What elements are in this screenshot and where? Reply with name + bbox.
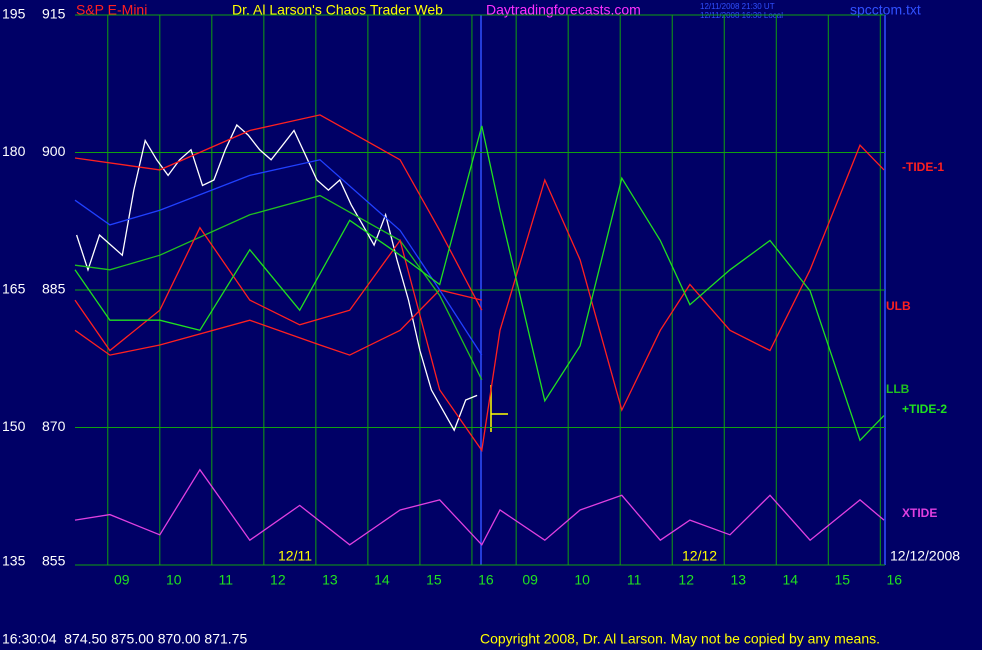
- y-tick-label: 855: [42, 553, 66, 569]
- y-tick-label: 870: [42, 418, 66, 434]
- x-tick-label: 12: [270, 572, 286, 588]
- x-tick-label: 10: [166, 572, 182, 588]
- series-line: [74, 468, 885, 546]
- subtitle: S&P E-Mini: [76, 2, 147, 18]
- x-tick-label: 13: [322, 572, 338, 588]
- y-tick-label: 900: [42, 143, 66, 159]
- site: Daytradingforecasts.com: [486, 2, 641, 18]
- x-tick-label: 11: [219, 572, 234, 588]
- series-line: [74, 144, 885, 453]
- y2-tick-label: 165: [2, 281, 26, 297]
- series-label: ULB: [886, 299, 911, 313]
- series-line: [74, 114, 483, 311]
- x-tick-label: 14: [782, 572, 798, 588]
- date-label: 12/12/2008: [890, 548, 960, 564]
- x-tick-label: 11: [627, 572, 642, 588]
- timestamp: 12/11/2008 21:30 UT: [700, 2, 775, 11]
- series-label: -TIDE-1: [902, 160, 944, 174]
- timestamp: 12/11/2008 16:30 Local: [700, 11, 783, 20]
- series-line: [74, 289, 482, 356]
- x-tick-label: 16: [887, 572, 903, 588]
- y2-tick-label: 135: [2, 553, 26, 569]
- y-tick-label: 885: [42, 281, 66, 297]
- file-name: spcctom.txt: [850, 2, 921, 18]
- chart-title: Dr. Al Larson's Chaos Trader Web: [232, 2, 443, 18]
- x-tick-label: 15: [835, 572, 851, 588]
- x-tick-label: 09: [522, 572, 538, 588]
- day-label: 12/11: [278, 548, 312, 564]
- series-line: [74, 125, 885, 442]
- day-label: 12/12: [682, 548, 717, 564]
- series-label: XTIDE: [902, 506, 937, 520]
- copyright: Copyright 2008, Dr. Al Larson. May not b…: [480, 631, 880, 647]
- x-tick-label: 16: [478, 572, 494, 588]
- footer: 16:30:04 874.50 875.00 870.00 871.75: [2, 631, 247, 647]
- series-line: [74, 194, 483, 381]
- y2-tick-label: 180: [2, 143, 26, 159]
- y2-tick-label: 195: [2, 6, 26, 22]
- x-tick-label: 14: [374, 572, 390, 588]
- x-tick-label: 10: [574, 572, 590, 588]
- series-label: LLB: [886, 382, 910, 396]
- x-tick-label: 13: [730, 572, 746, 588]
- series-line: [75, 123, 478, 432]
- x-tick-label: 15: [426, 572, 442, 588]
- y-tick-label: 915: [42, 6, 66, 22]
- y2-tick-label: 150: [2, 418, 26, 434]
- series-label: +TIDE-2: [902, 402, 947, 416]
- x-tick-label: 12: [678, 572, 694, 588]
- x-tick-label: 09: [114, 572, 130, 588]
